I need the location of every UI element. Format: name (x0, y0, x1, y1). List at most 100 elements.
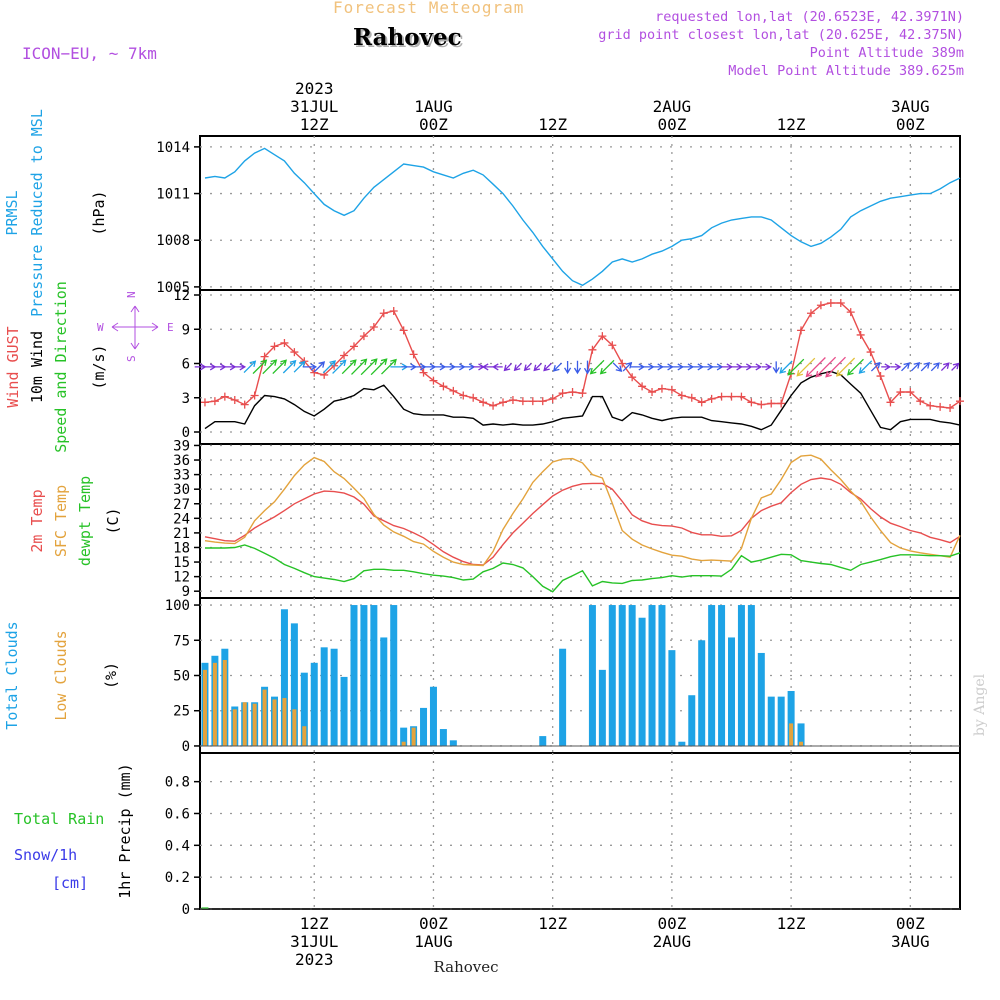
panel3-ytick-label: 12 (173, 570, 190, 586)
panel3-frame (199, 443, 961, 599)
grid-coords: grid point closest lon,lat (20.625E, 42.… (598, 27, 964, 43)
gust-marker (499, 398, 508, 407)
wind-arrow (940, 362, 950, 372)
gust-marker (429, 376, 438, 385)
panel4-bar-total-clouds (588, 605, 596, 746)
credit-watermark: by Angel (972, 673, 988, 736)
panel3-axis-label: SFC Temp (52, 485, 70, 557)
gust-marker (270, 342, 279, 351)
panel4-bar-total-clouds (340, 676, 348, 746)
requested-coords: requested lon,lat (20.6523E, 42.3971N) (655, 9, 964, 25)
wind-arrow (552, 362, 562, 372)
panel4-ytick-label: 50 (173, 669, 190, 685)
wind-arrow (779, 360, 793, 374)
panel4-bar-total-clouds (688, 695, 696, 746)
gust-marker (469, 393, 478, 402)
gust-marker (866, 348, 875, 357)
wind-arrow (661, 363, 674, 371)
gust-marker (856, 330, 865, 339)
gust-marker (518, 397, 527, 406)
gust-marker (409, 350, 418, 359)
panel2-axis-label: Speed and Direction (52, 281, 70, 453)
panel4-bar-low-clouds (232, 709, 237, 746)
wind-arrow (543, 362, 552, 372)
panel4-bar-total-clouds (718, 605, 726, 746)
compass-north: N (125, 291, 138, 298)
point-altitude: Point Altitude 389m (809, 45, 964, 61)
gust-marker (508, 396, 517, 405)
panel4-bar-total-clouds (678, 741, 686, 746)
panel4-bar-total-clouds (767, 696, 775, 746)
gust-marker (598, 332, 607, 341)
wind-arrow (881, 363, 892, 371)
gust-marker (489, 401, 498, 410)
gust-marker (260, 352, 269, 361)
panel2-ytick-label: 0 (182, 425, 190, 441)
top-time-label: 00Z (896, 115, 925, 134)
gust-marker (946, 404, 955, 413)
gust-marker (727, 392, 736, 401)
panel4-bar-total-clouds (638, 617, 646, 746)
wind-arrow (700, 363, 714, 371)
gust-marker (797, 326, 806, 335)
wind-arrow (583, 360, 592, 375)
panel3-axis-label: dewpt Temp (76, 476, 94, 566)
wind-arrow (503, 363, 512, 372)
panel5-ytick-label: 0 (182, 902, 190, 918)
panel5-bar-total-rain (201, 907, 209, 909)
gust-marker (777, 399, 786, 408)
panel4-bar-low-clouds (282, 698, 287, 746)
panel3-axis-label: (C) (104, 507, 122, 534)
wind-arrow (762, 363, 772, 371)
gust-marker (906, 388, 915, 397)
footer-location: Rahovec (433, 958, 498, 976)
wind-arrow (272, 359, 287, 375)
gust-marker (757, 400, 766, 409)
wind-arrow (741, 363, 753, 371)
bottom-time-label: 1AUG (414, 932, 453, 951)
panel3-ytick-label: 27 (173, 497, 190, 513)
gust-marker (717, 392, 726, 401)
panel4-bar-total-clouds (757, 652, 765, 746)
wind-arrow (815, 356, 837, 378)
wind-arrow (513, 363, 522, 372)
panel4-ytick-label: 0 (182, 739, 190, 755)
panel4-bar-total-clouds (708, 605, 716, 746)
wind-arrow (870, 361, 881, 372)
panel4-bar-low-clouds (272, 699, 277, 746)
precip-legend-label: Snow/1h (14, 846, 77, 864)
gust-marker (578, 389, 587, 398)
panel3-ytick-label: 33 (173, 468, 190, 484)
gust-marker (538, 397, 547, 406)
wind-arrow (370, 358, 388, 376)
panel3-ytick-label: 15 (173, 555, 190, 571)
panel4-bar-total-clouds (420, 707, 428, 746)
wind-arrow (651, 363, 664, 371)
bottom-time-label: 00Z (896, 914, 925, 933)
gust-marker (638, 382, 647, 391)
meteogram-subtitle: Forecast Meteogram (333, 0, 525, 17)
panel4-bar-total-clouds (747, 605, 755, 746)
gust-marker (439, 382, 448, 391)
panel1-ytick-label: 1011 (156, 187, 190, 203)
panel4-bar-total-clouds (648, 605, 656, 746)
panel4-bar-total-clouds (320, 647, 328, 746)
panel5-frame (199, 752, 961, 910)
panel4-bar-total-clouds (290, 623, 298, 746)
panel4-bar-low-clouds (411, 727, 416, 746)
gust-marker (240, 400, 249, 409)
panel4-bar-total-clouds (608, 605, 616, 746)
panel5-ytick-label: 0.4 (165, 838, 190, 854)
panel4-bar-total-clouds (777, 696, 785, 746)
gust-marker (707, 394, 716, 403)
gust-marker (926, 401, 935, 410)
bottom-time-label: 00Z (657, 914, 686, 933)
gust-marker (419, 368, 428, 377)
bottom-time-label: 2AUG (653, 932, 692, 951)
gust-marker (806, 309, 815, 318)
wind-arrow (836, 357, 856, 377)
panel4-bar-total-clouds (330, 648, 338, 746)
gust-marker (548, 394, 557, 403)
panel4-bar-total-clouds (380, 637, 388, 746)
